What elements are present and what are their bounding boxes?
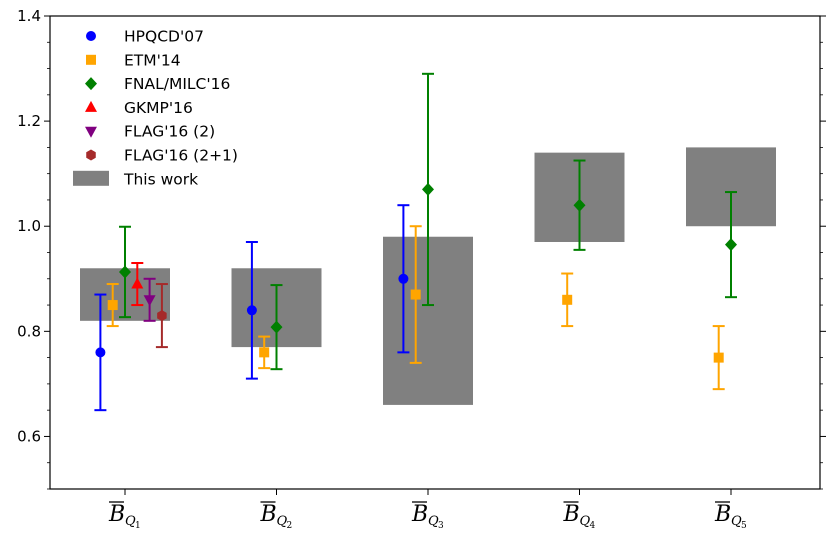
- x-tick-label-sub: Q: [125, 514, 136, 529]
- legend-item-gkmp-16: GKMP'16: [85, 99, 193, 117]
- x-tick-label-index: 5: [741, 521, 747, 531]
- point-fnal-milc-16: [270, 320, 283, 334]
- legend-marker-etm-14: [86, 54, 96, 65]
- point-fnal-milc-16: [725, 238, 737, 252]
- y-tick-label: 1.4: [17, 7, 41, 25]
- x-tick-label-index: 1: [135, 521, 141, 531]
- point-etm-14: [410, 289, 421, 300]
- legend-label: GKMP'16: [124, 99, 193, 117]
- legend-marker-flag-16-2-1: [86, 149, 96, 161]
- x-tick-label-sub: Q: [731, 514, 742, 529]
- y-tick-label: 0.8: [17, 322, 41, 340]
- legend-swatch-this-work: [73, 170, 109, 186]
- y-tick-labels: 0.6 0.8 1.0 1.2 1.4: [17, 7, 41, 445]
- point-fnal-milc-16: [573, 198, 586, 212]
- point-flag-16-2: [143, 295, 156, 307]
- legend-item-etm-14: ETM'14: [86, 51, 181, 69]
- legend-marker-gkmp-16: [85, 100, 97, 112]
- x-tick-label-sub: Q: [428, 514, 439, 529]
- axis-ticks: [44, 15, 826, 495]
- legend-label: ETM'14: [124, 51, 181, 69]
- point-etm-14: [713, 352, 724, 363]
- point-fnal-milc-16: [422, 182, 434, 196]
- y-tick-label: 0.6: [17, 427, 41, 445]
- legend-item-fnal-milc-16: FNAL/MILC'16: [85, 75, 230, 93]
- x-tick-label-base: B: [563, 502, 580, 527]
- legend-label: FLAG'16 (2): [124, 123, 215, 141]
- legend-item-flag-16-2: FLAG'16 (2): [85, 123, 215, 141]
- x-tick-label-base: B: [411, 502, 428, 527]
- x-tick-label-index: 2: [287, 521, 293, 531]
- legend-item-hpqcd-07: HPQCD'07: [86, 28, 204, 46]
- x-tick-label-base: B: [108, 502, 125, 527]
- legend-label: This work: [123, 170, 198, 188]
- x-tick-label-sub: Q: [277, 514, 288, 529]
- point-hpqcd-07: [246, 305, 257, 316]
- x-tick-label-sub: Q: [580, 514, 591, 529]
- marker-layer: [95, 182, 737, 363]
- point-hpqcd-07: [95, 347, 106, 358]
- legend-label: FNAL/MILC'16: [124, 75, 230, 93]
- x-tick-label-base: B: [714, 502, 731, 527]
- legend-marker-hpqcd-07: [86, 31, 96, 41]
- point-etm-14: [259, 347, 270, 358]
- legend-label: FLAG'16 (2+1): [124, 147, 238, 165]
- legend-marker-fnal-milc-16: [85, 77, 97, 91]
- legend-label: HPQCD'07: [124, 28, 204, 46]
- x-tick-label-index: 3: [438, 521, 444, 531]
- point-etm-14: [107, 300, 118, 311]
- y-tick-label: 1.2: [17, 112, 41, 130]
- legend-marker-flag-16-2: [85, 126, 97, 138]
- legend-item-this-work: This work: [73, 170, 198, 188]
- point-hpqcd-07: [398, 273, 409, 284]
- y-tick-label: 1.0: [17, 217, 41, 235]
- legend: HPQCD'07 ETM'14 FNAL/MILC'16 GKMP'16 FLAG'16…: [73, 28, 238, 188]
- point-fnal-milc-16: [119, 265, 131, 279]
- point-gkmp-16: [131, 277, 144, 289]
- point-etm-14: [562, 294, 573, 305]
- point-flag-16-2-1: [157, 310, 167, 322]
- x-tick-label-index: 4: [590, 521, 596, 531]
- x-tick-label-base: B: [260, 502, 277, 527]
- legend-item-flag-16-2-1: FLAG'16 (2+1): [86, 147, 238, 165]
